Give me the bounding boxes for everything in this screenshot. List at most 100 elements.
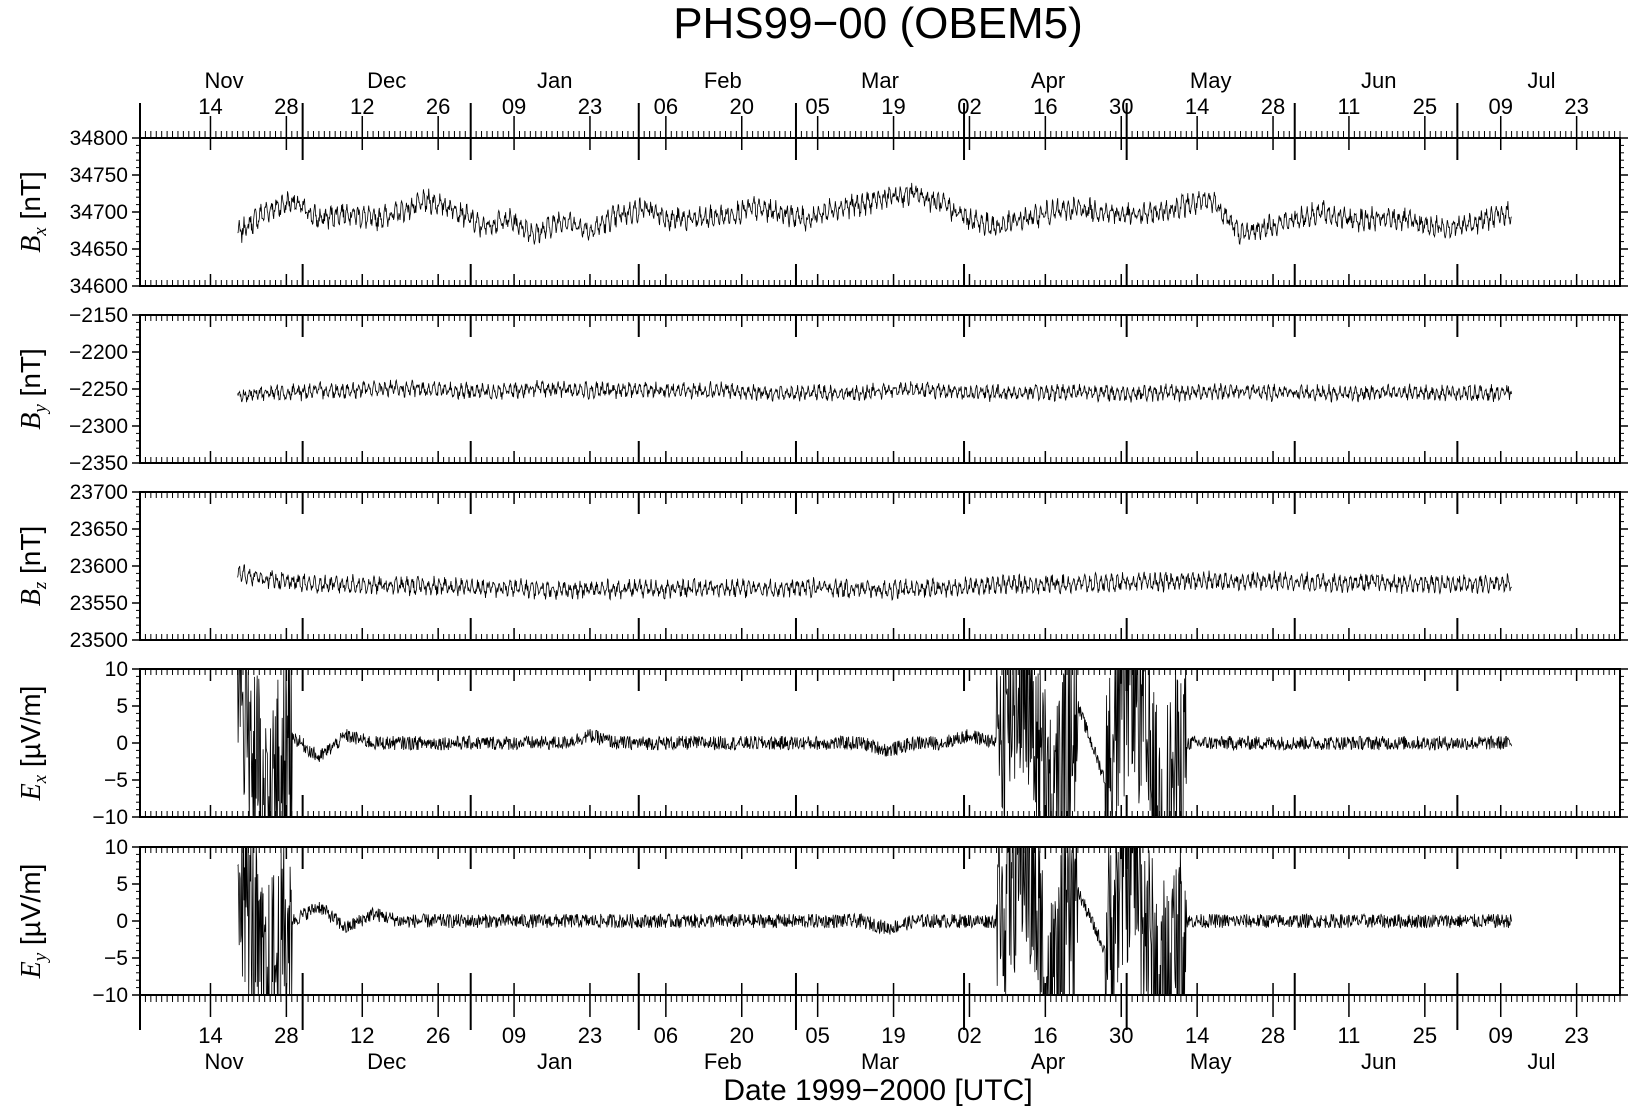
day-tick-label: 14 <box>1185 1023 1209 1048</box>
y-tick-label: 23650 <box>70 518 128 541</box>
day-tick-label: 30 <box>1109 1023 1133 1048</box>
y-tick-label: −2200 <box>69 341 128 364</box>
day-tick-label: 23 <box>578 1023 602 1048</box>
series-line-ex <box>237 669 1512 817</box>
series-line-bx <box>237 182 1512 246</box>
y-tick-label: −5 <box>104 769 128 792</box>
day-tick-label: 30 <box>1109 94 1133 119</box>
day-tick-label: 19 <box>881 1023 905 1048</box>
day-tick-label: 12 <box>350 1023 374 1048</box>
y-tick-label: 23600 <box>70 555 128 578</box>
day-tick-label: 26 <box>426 1023 450 1048</box>
y-tick-label: 0 <box>116 910 128 933</box>
day-tick-label: 09 <box>1488 1023 1512 1048</box>
panel-ey: −10 −5 0 5 10 Ey [µV/m] <box>15 836 1628 1007</box>
month-label: May <box>1190 68 1232 93</box>
y-tick-label: 34600 <box>70 275 128 298</box>
y-tick-label: −10 <box>92 806 128 829</box>
y-axis-label: Bz [nT] <box>15 526 51 607</box>
day-tick-label: 06 <box>654 1023 678 1048</box>
y-tick-label: −5 <box>104 947 128 970</box>
y-tick-label: 10 <box>105 836 128 859</box>
y-tick-label: 23550 <box>70 592 128 615</box>
month-label: Jul <box>1527 68 1555 93</box>
day-tick-label: 25 <box>1413 1023 1437 1048</box>
y-label-subscript: y <box>30 952 51 963</box>
panel-frame <box>139 668 1621 818</box>
day-tick-label: 20 <box>730 94 754 119</box>
day-tick-label: 16 <box>1033 1023 1057 1048</box>
y-label-symbol: B <box>16 413 47 430</box>
day-tick-label: 14 <box>198 94 222 119</box>
month-label: Apr <box>1031 68 1065 93</box>
month-label: Mar <box>861 1049 899 1074</box>
y-tick-label: 5 <box>116 873 128 896</box>
y-label-unit: [nT] <box>15 526 46 582</box>
y-tick-label: −2350 <box>69 452 128 475</box>
y-tick-label: 34700 <box>70 201 128 224</box>
day-tick-label: 14 <box>198 1023 222 1048</box>
series-line-ey <box>237 847 1512 995</box>
day-tick-label: 25 <box>1413 94 1437 119</box>
day-tick-label: 02 <box>957 94 981 119</box>
month-label: Jan <box>537 1049 572 1074</box>
month-label: Dec <box>367 68 406 93</box>
day-tick-label: 20 <box>730 1023 754 1048</box>
y-tick-label: −2250 <box>69 378 128 401</box>
y-label-symbol: B <box>16 236 47 253</box>
day-tick-label: 23 <box>1564 1023 1588 1048</box>
month-label: Jun <box>1361 68 1396 93</box>
month-label: Jan <box>537 68 572 93</box>
month-label: Jul <box>1527 1049 1555 1074</box>
month-label: Jun <box>1361 1049 1396 1074</box>
x-axis-label: Date 1999−2000 [UTC] <box>723 1074 1032 1107</box>
panel-ex: −10 −5 0 5 10 Ex [µV/m] <box>15 658 1628 829</box>
y-label-unit: [µV/m] <box>15 686 46 775</box>
y-tick-label: 5 <box>116 695 128 718</box>
y-label-unit: [µV/m] <box>15 864 46 953</box>
month-label: Nov <box>204 68 243 93</box>
month-label: Feb <box>704 68 742 93</box>
day-tick-label: 16 <box>1033 94 1057 119</box>
day-tick-label: 06 <box>654 94 678 119</box>
y-label-unit: [nT] <box>15 348 46 404</box>
y-axis-label: Bx [nT] <box>15 171 51 253</box>
bottom-date-axis: 14 28 12 26 09 23 06 20 05 19 02 16 30 14 28 11 25 09 23 No… <box>139 995 1621 1074</box>
y-tick-label: −10 <box>92 984 128 1007</box>
chart-title: PHS99−00 (OBEM5) <box>673 0 1083 48</box>
y-tick-label: 34800 <box>70 127 128 150</box>
day-tick-label: 19 <box>881 94 905 119</box>
y-tick-label: 10 <box>105 658 128 681</box>
y-tick-label: 23700 <box>70 481 128 504</box>
y-label-subscript: x <box>30 774 51 784</box>
month-label: Nov <box>204 1049 243 1074</box>
panel-bz: 23500 23550 23600 23650 23700 Bz [nT] <box>15 481 1628 652</box>
y-axis-label: Ex [µV/m] <box>15 686 51 802</box>
day-tick-label: 26 <box>426 94 450 119</box>
series-line-by <box>237 378 1512 404</box>
day-tick-label: 09 <box>502 1023 526 1048</box>
day-tick-label: 23 <box>578 94 602 119</box>
day-tick-label: 11 <box>1338 94 1361 119</box>
y-label-symbol: E <box>16 783 47 801</box>
day-tick-label: 11 <box>1338 1023 1361 1048</box>
day-tick-label: 28 <box>274 1023 298 1048</box>
day-tick-label: 28 <box>274 94 298 119</box>
month-label: Mar <box>861 68 899 93</box>
series-line-bz <box>237 564 1512 602</box>
y-label-unit: [nT] <box>15 171 46 227</box>
y-tick-label: 23500 <box>70 629 128 652</box>
y-tick-label: −2150 <box>69 304 128 327</box>
y-label-subscript: y <box>30 404 51 415</box>
panel-frame <box>139 137 1621 287</box>
day-tick-label: 09 <box>1488 94 1512 119</box>
day-tick-label: 05 <box>805 94 829 119</box>
panel-frame <box>139 491 1621 641</box>
day-tick-label: 12 <box>350 94 374 119</box>
day-tick-label: 02 <box>957 1023 981 1048</box>
y-label-symbol: E <box>16 961 47 979</box>
y-tick-label: 34650 <box>70 238 128 261</box>
day-tick-label: 14 <box>1185 94 1209 119</box>
panel-bx: 34600 34650 34700 34750 34800 Bx [nT] <box>15 127 1628 298</box>
